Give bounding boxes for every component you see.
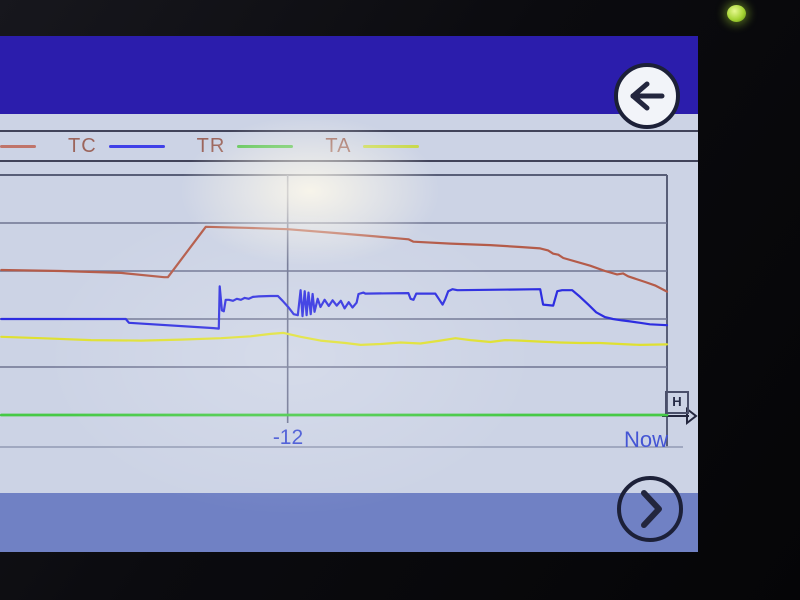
chevron-right-icon [641,490,662,528]
next-button[interactable] [617,476,683,542]
bottom-bar [0,493,698,552]
legend-label: TC [68,134,97,157]
x-axis-unit-box: H [665,391,689,414]
back-button[interactable] [614,63,680,129]
legend-item-tc: TC [68,135,165,158]
legend-item-cutoff [0,144,36,148]
x-axis-now-label: Now [623,427,668,452]
touchscreen: TC TR TA -12 Now H [0,36,698,552]
x-axis-tick-label: -12 [272,426,304,449]
arrow-left-icon [630,81,665,111]
legend-line-swatch [0,144,36,148]
trend-chart [0,174,698,448]
power-led-light [727,5,746,22]
legend-line-swatch [108,144,165,148]
title-bar [0,36,698,114]
